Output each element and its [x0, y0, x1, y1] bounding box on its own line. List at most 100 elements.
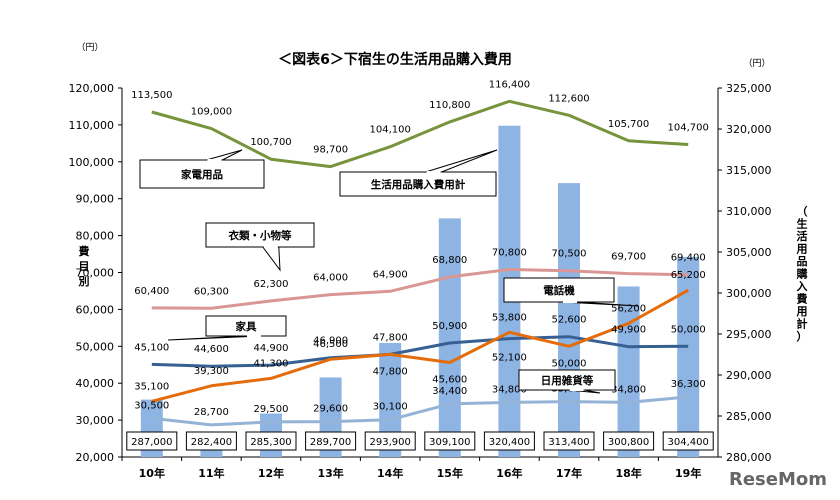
data-label-kaden: 116,400 — [489, 79, 530, 90]
left-unit: （円） — [76, 42, 103, 53]
data-label-irui: 60,400 — [134, 286, 169, 297]
bar-label-box — [245, 431, 297, 451]
right-tick-label: 305,000 — [726, 246, 772, 259]
data-label-nichiyo: 34,800 — [492, 384, 527, 395]
left-tick-label: 110,000 — [69, 119, 115, 132]
svg-text:購: 購 — [796, 267, 808, 281]
watermark: ReseMom — [729, 469, 827, 490]
bar-label: 300,800 — [608, 437, 649, 448]
data-label-kagu: 47,800 — [373, 332, 408, 343]
data-label-irui: 70,500 — [552, 249, 587, 260]
right-tick-label: 320,000 — [726, 123, 772, 136]
left-axis-title: 費目別 — [78, 244, 90, 288]
callout-text: 家具 — [236, 320, 257, 333]
bar-label: 304,400 — [668, 437, 709, 448]
bar-label: 309,100 — [429, 437, 470, 448]
x-tick-label: 19年 — [675, 466, 701, 480]
bar-label: 285,300 — [250, 437, 291, 448]
callout-total: 生活用品購入費用計 — [339, 149, 498, 197]
data-label-kaden: 100,700 — [250, 137, 291, 148]
bar-label-box — [126, 431, 178, 451]
svg-text:別: 別 — [78, 274, 90, 288]
data-label-nichiyo: 28,700 — [194, 407, 229, 418]
svg-text:入: 入 — [797, 280, 808, 293]
data-label-denwa: 53,800 — [492, 312, 527, 323]
data-label-kagu: 44,900 — [254, 343, 289, 354]
svg-text:活: 活 — [797, 229, 808, 243]
right-axis-title: （生活用品購入費用計） — [796, 205, 808, 343]
series-line-kagu — [151, 335, 689, 368]
data-label-irui: 60,300 — [194, 286, 229, 297]
callout-text: 家電用品 — [181, 168, 223, 181]
data-label-irui: 64,900 — [373, 269, 408, 280]
callout-text: 日用雑貨等 — [541, 374, 594, 387]
svg-text:品: 品 — [797, 255, 808, 268]
callout-text: 生活用品購入費用計 — [371, 178, 466, 191]
bar-label: 289,700 — [310, 437, 351, 448]
callout-nichiyo: 日用雑貨等 — [518, 369, 616, 394]
bar-label-box — [305, 431, 357, 451]
right-tick-label: 290,000 — [726, 369, 772, 382]
left-tick-label: 40,000 — [76, 377, 115, 390]
data-label-nichiyo: 30,500 — [134, 400, 169, 411]
svg-text:計: 計 — [797, 317, 808, 331]
bar — [617, 286, 640, 457]
x-tick-label: 11年 — [198, 466, 224, 480]
x-tick-label: 18年 — [615, 466, 641, 480]
data-label-nichiyo: 34,800 — [611, 384, 646, 395]
series-line-irui — [151, 268, 689, 310]
bar-label: 287,000 — [131, 437, 172, 448]
data-label-nichiyo: 30,100 — [373, 402, 408, 413]
left-tick-label: 120,000 — [69, 82, 115, 95]
x-tick-label: 17年 — [556, 466, 582, 480]
data-label-kagu: 52,600 — [552, 315, 587, 326]
svg-text:費: 費 — [796, 292, 808, 306]
right-tick-label: 325,000 — [726, 82, 772, 95]
left-tick-label: 60,000 — [76, 303, 115, 316]
data-label-denwa: 47,800 — [373, 366, 408, 377]
left-tick-label: 100,000 — [69, 156, 115, 169]
data-label-kaden: 105,700 — [608, 119, 649, 130]
data-label-irui: 69,400 — [671, 253, 706, 264]
left-tick-label: 90,000 — [76, 193, 115, 206]
data-label-denwa: 56,200 — [611, 303, 646, 314]
svg-text:用: 用 — [797, 305, 808, 318]
data-label-denwa: 41,300 — [254, 358, 289, 369]
data-label-kaden: 109,000 — [191, 107, 232, 118]
data-label-irui: 70,800 — [492, 248, 527, 259]
data-label-kaden: 110,800 — [429, 100, 470, 111]
bar-label-box — [662, 431, 714, 451]
data-label-nichiyo: 36,300 — [671, 379, 706, 390]
callout-kagu: 家具 — [167, 315, 287, 341]
svg-text:目: 目 — [79, 260, 90, 273]
data-label-kagu: 50,000 — [671, 324, 706, 335]
x-tick-label: 14年 — [377, 466, 403, 480]
data-label-kaden: 113,500 — [131, 90, 172, 101]
data-label-denwa: 50,000 — [552, 358, 587, 369]
bar-label: 282,400 — [191, 437, 232, 448]
right-tick-label: 280,000 — [726, 451, 772, 464]
callout-denwa: 電話機 — [503, 277, 639, 307]
data-label-kaden: 112,600 — [548, 93, 589, 104]
left-tick-label: 80,000 — [76, 230, 115, 243]
callout-irui: 衣類・小物等 — [205, 222, 315, 272]
svg-text:）: ） — [797, 330, 808, 343]
series-line-kaden — [151, 99, 689, 169]
data-label-denwa: 45,600 — [432, 375, 467, 386]
series-line-denwa — [151, 288, 689, 403]
data-label-nichiyo: 29,600 — [313, 404, 348, 415]
bar-label-box — [483, 431, 535, 451]
data-label-irui: 62,300 — [254, 279, 289, 290]
left-tick-label: 50,000 — [76, 340, 115, 353]
bar-label: 313,400 — [548, 437, 589, 448]
bar-label-box — [603, 431, 655, 451]
data-label-denwa: 65,200 — [671, 270, 706, 281]
data-label-kagu: 46,900 — [313, 336, 348, 347]
data-label-kagu: 45,100 — [134, 342, 169, 353]
svg-text:費: 費 — [78, 244, 90, 258]
callout-kaden: 家電用品 — [139, 149, 265, 189]
right-tick-label: 310,000 — [726, 205, 772, 218]
right-tick-label: 295,000 — [726, 328, 772, 341]
series-line-nichiyo — [151, 395, 689, 427]
